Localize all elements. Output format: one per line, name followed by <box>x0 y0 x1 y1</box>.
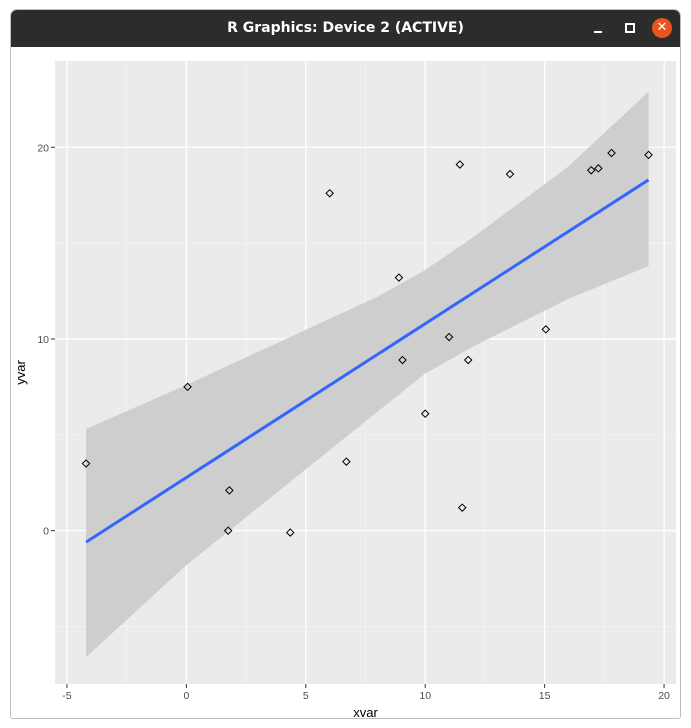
data-point <box>420 409 430 419</box>
minimize-icon[interactable] <box>588 18 608 38</box>
x-tick-label: 5 <box>303 690 309 702</box>
confidence-band <box>86 91 649 658</box>
y-tick-label: 10 <box>37 334 49 346</box>
data-point <box>325 188 334 198</box>
data-point <box>541 325 551 334</box>
data-point <box>455 160 465 169</box>
graphics-window: R Graphics: Device 2 (ACTIVE) ✕ -5 0 5 10 15… <box>10 9 681 719</box>
data-points <box>81 148 653 537</box>
x-tick-label: 0 <box>183 690 189 702</box>
close-icon[interactable]: ✕ <box>652 18 672 38</box>
x-tick-label: 15 <box>539 690 551 702</box>
data-point <box>342 457 351 466</box>
data-point <box>81 459 91 468</box>
x-axis-ticks: -5 0 5 10 15 20 <box>62 684 670 702</box>
data-point <box>457 503 467 512</box>
data-point <box>505 169 515 179</box>
y-tick-label: 0 <box>43 526 49 538</box>
data-point <box>394 273 404 282</box>
y-axis-ticks: 0 10 20 <box>37 142 55 538</box>
data-point <box>285 528 295 537</box>
title-bar[interactable]: R Graphics: Device 2 (ACTIVE) ✕ <box>11 10 680 47</box>
data-point <box>607 148 616 158</box>
data-point <box>586 165 596 175</box>
data-point <box>398 355 407 365</box>
regression-line <box>85 178 650 544</box>
maximize-icon[interactable] <box>620 18 640 38</box>
window-title: R Graphics: Device 2 (ACTIVE) <box>227 20 464 36</box>
x-axis-label: xvar <box>353 705 378 718</box>
x-tick-label: 20 <box>658 690 670 702</box>
data-point <box>594 164 603 173</box>
data-point <box>183 382 192 392</box>
scatter-plot: -5 0 5 10 15 20 0 10 20 xvar yvar <box>11 47 680 718</box>
data-point <box>225 486 234 495</box>
x-tick-label: -5 <box>62 690 71 702</box>
data-point <box>444 332 454 342</box>
y-tick-label: 20 <box>37 142 49 154</box>
data-point <box>223 526 233 535</box>
x-tick-label: 10 <box>419 690 431 702</box>
y-axis-label: yvar <box>13 360 28 385</box>
data-point <box>644 150 653 160</box>
data-point <box>463 355 473 365</box>
